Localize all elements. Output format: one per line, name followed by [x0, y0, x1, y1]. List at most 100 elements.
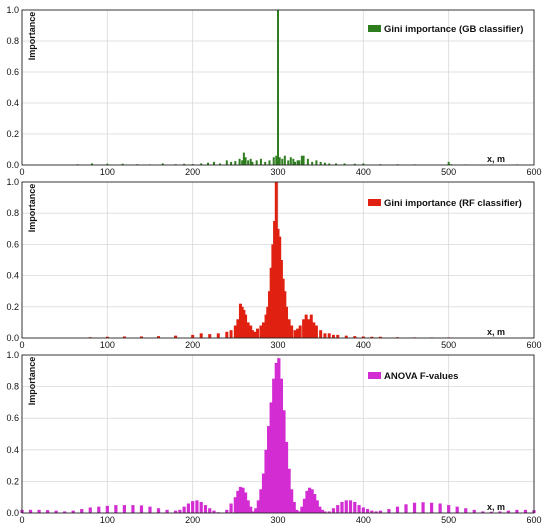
- bar: [191, 334, 195, 338]
- bar: [272, 378, 276, 513]
- bar: [234, 161, 237, 166]
- bar: [46, 510, 50, 513]
- bar: [378, 336, 382, 338]
- bar: [313, 494, 317, 513]
- bar: [271, 244, 275, 338]
- bar: [289, 157, 292, 165]
- bar: [264, 161, 267, 165]
- y-tick-label: 0.0: [6, 160, 19, 170]
- bar: [304, 314, 308, 338]
- bar: [312, 322, 316, 338]
- bar: [315, 160, 318, 165]
- x-tick-label: 200: [185, 515, 200, 525]
- bar: [279, 260, 283, 338]
- bar: [276, 228, 280, 338]
- y-tick-label: 0.4: [6, 98, 19, 108]
- bar: [472, 509, 476, 513]
- bar: [269, 267, 273, 338]
- x-tick-label: 300: [270, 515, 285, 525]
- plot-frame: [21, 181, 535, 339]
- bar: [374, 511, 378, 513]
- bar: [236, 319, 240, 338]
- bar: [230, 161, 233, 165]
- bar: [294, 161, 297, 165]
- bar: [238, 486, 243, 513]
- bar: [311, 161, 314, 165]
- bar: [309, 314, 313, 338]
- x-tick-label: 400: [356, 340, 371, 350]
- bar: [498, 511, 502, 513]
- bar: [238, 158, 241, 165]
- bar: [323, 162, 326, 165]
- bar: [361, 507, 365, 513]
- bar: [287, 160, 290, 165]
- bar: [191, 164, 194, 165]
- bar: [259, 325, 263, 338]
- bar: [295, 509, 299, 513]
- bar: [249, 158, 252, 165]
- bar: [328, 163, 331, 165]
- bar: [241, 487, 245, 513]
- y-tick-label: 0.2: [6, 476, 19, 486]
- bar: [225, 331, 229, 338]
- bar: [275, 155, 278, 165]
- bar: [88, 507, 92, 513]
- bar: [404, 504, 408, 513]
- bar: [361, 336, 365, 338]
- x-tick-label: 300: [270, 167, 285, 177]
- bar: [199, 501, 203, 513]
- bar: [71, 510, 75, 513]
- bar: [199, 333, 203, 338]
- bar: [246, 500, 250, 513]
- bar: [148, 506, 152, 513]
- plot-frame: [21, 9, 535, 166]
- x-tick-label: 100: [100, 167, 115, 177]
- bar: [161, 163, 164, 165]
- bar: [307, 319, 311, 338]
- bar: [296, 160, 299, 165]
- bar: [302, 498, 307, 513]
- bar: [250, 330, 254, 338]
- bar: [290, 325, 294, 338]
- y-tick-label: 0.8: [6, 382, 19, 392]
- bar: [266, 306, 270, 338]
- legend-swatch: [368, 372, 381, 379]
- bar: [208, 334, 212, 338]
- bar: [430, 502, 434, 513]
- bar: [298, 160, 301, 165]
- bar: [319, 161, 322, 165]
- bar: [139, 505, 144, 513]
- bar: [200, 163, 203, 165]
- bar: [203, 505, 208, 513]
- bar: [195, 500, 199, 513]
- bar: [370, 336, 374, 338]
- bar: [336, 505, 340, 513]
- bar: [283, 155, 286, 165]
- bar: [370, 510, 374, 513]
- bar: [278, 236, 282, 338]
- bar: [335, 163, 338, 165]
- x-tick-label: 0: [19, 515, 24, 525]
- y-tick-label: 0.6: [6, 239, 19, 249]
- x-tick-label: 400: [356, 167, 371, 177]
- bar: [421, 502, 425, 513]
- bar: [274, 362, 278, 513]
- bar: [353, 336, 357, 338]
- x-tick-label: 100: [100, 340, 115, 350]
- bar: [277, 10, 279, 165]
- bar: [283, 291, 287, 338]
- bar: [323, 333, 327, 338]
- bar: [259, 158, 262, 165]
- bar: [269, 402, 273, 513]
- bar: [241, 160, 244, 165]
- bar: [243, 492, 248, 513]
- bar: [464, 508, 468, 513]
- bar: [315, 500, 319, 513]
- bar: [233, 325, 237, 338]
- bar: [157, 336, 161, 338]
- bar: [37, 509, 41, 513]
- bar: [264, 449, 268, 513]
- bar: [287, 319, 291, 338]
- bar: [310, 489, 314, 513]
